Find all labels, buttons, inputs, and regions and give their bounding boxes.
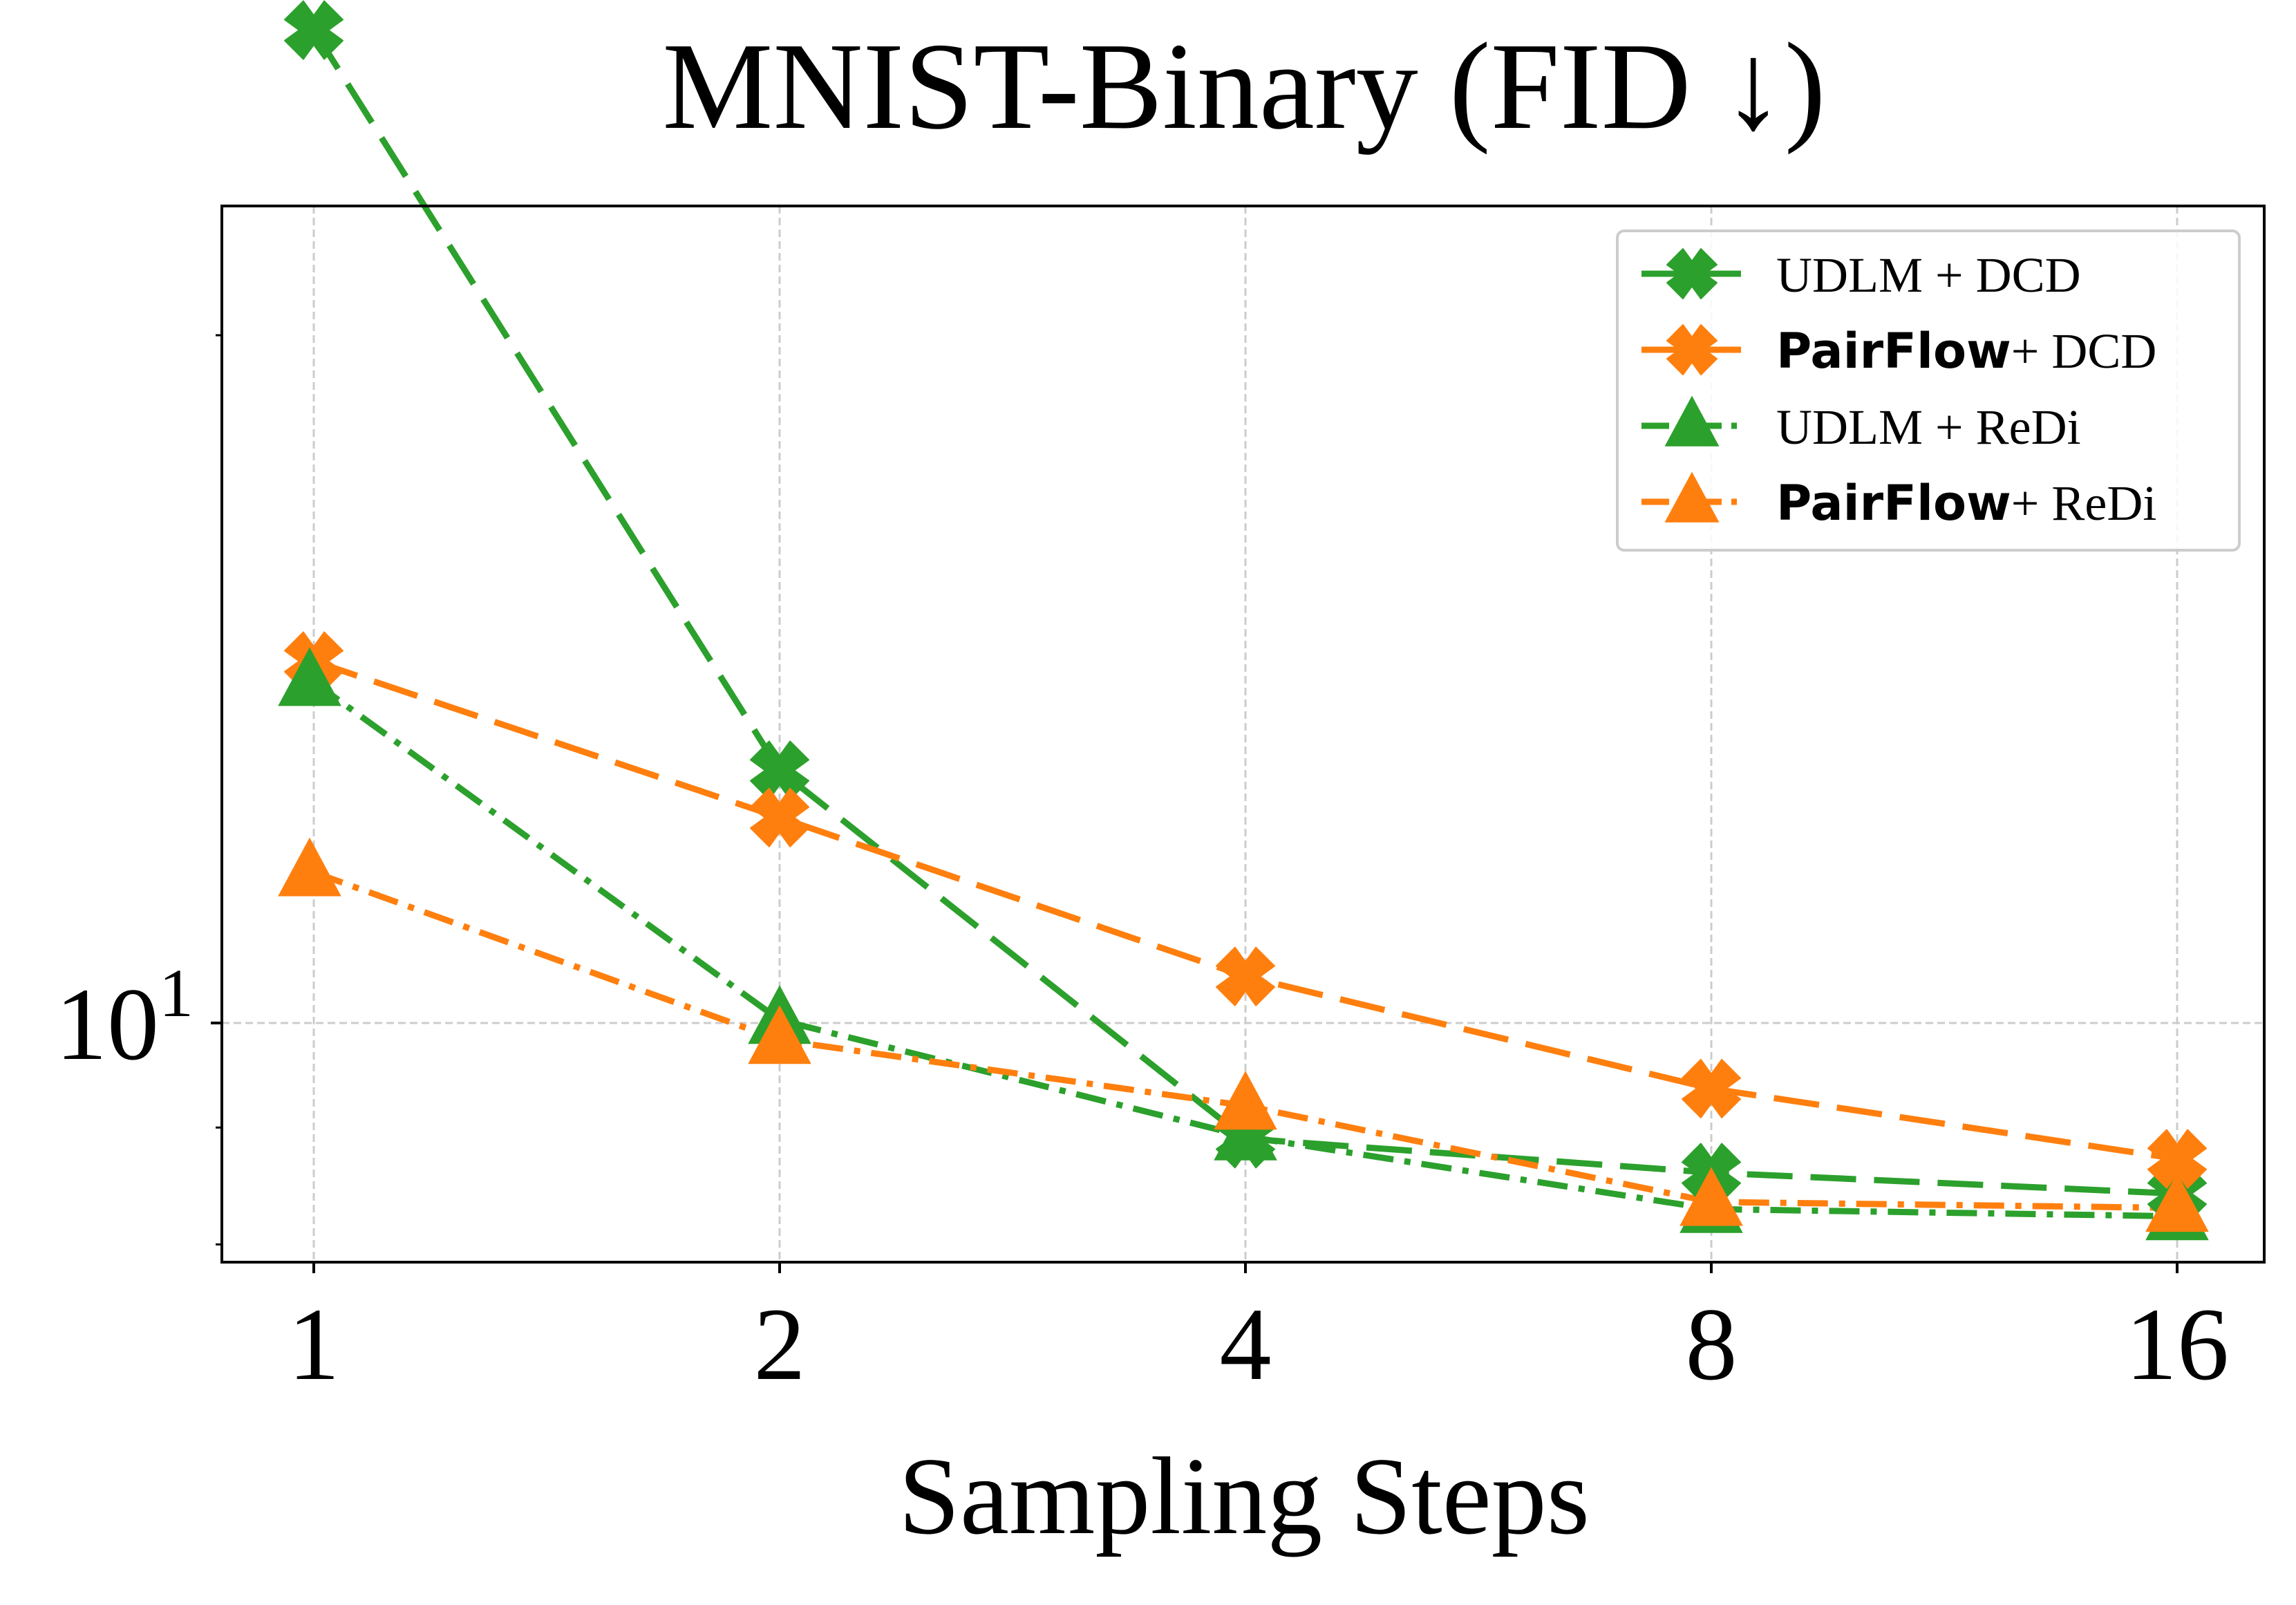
y-tick-base: 10 <box>55 967 159 1082</box>
series-markers <box>278 0 2209 1241</box>
chart-title: MNIST-Binary (FID ↓) <box>662 17 1825 155</box>
x-tick-label: 1 <box>288 1287 340 1402</box>
legend-x-marker <box>1666 324 1718 375</box>
x-axis-label: Sampling Steps <box>898 1434 1590 1557</box>
data-point-x-marker <box>1682 1058 1741 1118</box>
legend-label-0: UDLM + DCD <box>1776 247 2081 303</box>
data-point-triangle-marker <box>278 837 341 897</box>
legend-label-text: + DCD <box>2011 323 2157 379</box>
x-tick-label: 4 <box>1220 1287 1272 1402</box>
x-tick-label: 2 <box>754 1287 806 1402</box>
x-tick-label: 16 <box>2125 1287 2229 1402</box>
legend-label-text: UDLM + ReDi <box>1776 400 2081 455</box>
legend-label-3: PairFlow+ ReDi <box>1776 475 2156 532</box>
legend-label-1: PairFlow+ DCD <box>1776 323 2156 379</box>
legend-triangle-marker <box>1664 471 1720 523</box>
legend-triangle-marker <box>1664 395 1720 447</box>
y-axis: 101 <box>55 334 222 1246</box>
data-point-x-marker <box>1216 946 1275 1006</box>
legend-label-2: UDLM + ReDi <box>1776 400 2081 455</box>
legend-label-bold: PairFlow <box>1776 323 2011 379</box>
legend-x-marker <box>1666 248 1718 299</box>
data-point-triangle-marker <box>2145 1173 2209 1232</box>
y-tick-exponent: 1 <box>159 955 194 1031</box>
data-point-x-marker <box>750 787 809 847</box>
legend-label-text: + ReDi <box>2011 476 2157 531</box>
data-point-x-marker <box>284 0 344 60</box>
data-point-triangle-marker <box>1214 1071 1277 1130</box>
legend-label-bold: PairFlow <box>1776 475 2011 532</box>
x-axis: 1 2 4 8 16 <box>288 1262 2229 1402</box>
y-tick-label: 101 <box>55 955 194 1082</box>
x-tick-label: 8 <box>1686 1287 1738 1402</box>
data-point-triangle-marker <box>1214 1101 1277 1161</box>
data-point-triangle-marker <box>748 1005 811 1064</box>
legend-label-text: UDLM + DCD <box>1776 247 2081 303</box>
data-point-x-marker <box>2147 1129 2207 1189</box>
data-point-triangle-marker <box>1679 1167 1743 1226</box>
data-point-triangle-marker <box>278 647 341 706</box>
plot-frame <box>220 205 2266 1264</box>
legend-frame <box>1616 229 2241 552</box>
